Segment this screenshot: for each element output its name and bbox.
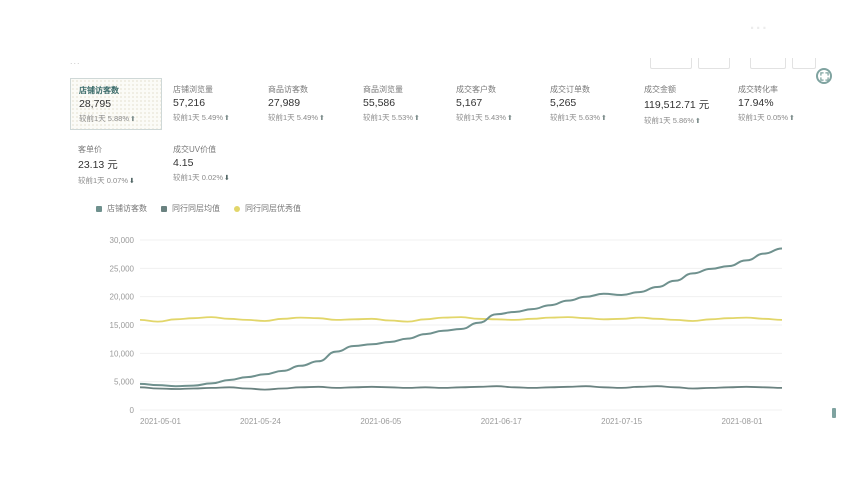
legend-swatch — [96, 205, 102, 212]
arrow-down-icon: ⬇ — [129, 178, 135, 185]
arrow-up-icon: ⬆ — [319, 115, 325, 122]
arrow-down-icon: ⬇ — [224, 175, 230, 182]
metric-label: 商品访客数 — [268, 85, 308, 94]
metric-card-avg-order-value[interactable]: 客单价 23.13 元 较前1天 0.07%⬇ — [70, 138, 162, 190]
x-tick-label: 2021-06-05 — [360, 417, 401, 426]
metric-label: 店铺访客数 — [79, 86, 119, 95]
x-tick-label: 2021-05-24 — [240, 417, 281, 426]
toolbar-button-1[interactable] — [650, 58, 692, 69]
x-tick-label: 2021-05-01 — [140, 417, 181, 426]
top-bar: ... ... — [0, 0, 852, 84]
expand-icon-glyph — [819, 71, 829, 81]
legend-item-shop-visitors[interactable]: 店铺访客数 — [96, 203, 147, 214]
metric-value: 57,216 — [173, 97, 206, 109]
metric-label: 成交客户数 — [456, 85, 496, 94]
arrow-up-icon: ⬆ — [507, 115, 513, 122]
x-tick-label: 2021-06-17 — [481, 417, 522, 426]
chart-scroll-handle[interactable] — [832, 408, 836, 418]
metric-compare: 较前1天 0.07%⬇ — [78, 176, 135, 185]
arrow-up-icon: ⬆ — [789, 115, 795, 122]
legend-item-peer-average[interactable]: 同行同层均值 — [161, 203, 220, 214]
metric-value: 119,512.71 元 — [644, 99, 710, 111]
metric-label: 成交金额 — [644, 85, 676, 94]
legend-item-peer-excellent[interactable]: 同行同层优秀值 — [234, 203, 301, 214]
metric-value: 17.94% — [738, 97, 774, 109]
metric-label: 客单价 — [78, 145, 102, 154]
y-tick-label: 15,000 — [110, 321, 135, 330]
faded-page-title: ... — [70, 56, 81, 66]
metric-card-conversion-rate[interactable]: 成交转化率 17.94% 较前1天 0.05%⬆ — [730, 78, 822, 130]
metric-value: 4.15 — [173, 157, 194, 169]
y-tick-label: 0 — [130, 406, 135, 415]
metric-card-orders[interactable]: 成交订单数 5,265 较前1天 5.63%⬆ — [542, 78, 634, 130]
metric-compare: 较前1天 5.86%⬆ — [644, 116, 701, 125]
legend-label: 同行同层均值 — [172, 204, 220, 213]
metric-label: 成交转化率 — [738, 85, 778, 94]
metric-compare: 较前1天 0.02%⬇ — [173, 173, 230, 182]
metric-compare: 较前1天 0.05%⬆ — [738, 113, 795, 122]
legend-swatch — [234, 205, 240, 212]
metric-value: 28,795 — [79, 98, 112, 110]
chart-legend: 店铺访客数 同行同层均值 同行同层优秀值 — [96, 203, 301, 214]
legend-swatch — [161, 205, 167, 212]
metric-label: 商品浏览量 — [363, 85, 403, 94]
metric-compare: 较前1天 5.63%⬆ — [550, 113, 607, 122]
metric-label: 成交订单数 — [550, 85, 590, 94]
legend-label: 店铺访客数 — [107, 204, 147, 213]
metric-compare: 较前1天 5.49%⬆ — [268, 113, 325, 122]
metric-value: 23.13 元 — [78, 159, 118, 171]
x-tick-label: 2021-08-01 — [722, 417, 763, 426]
watermark-logo: ... — [750, 16, 769, 33]
metric-card-product-pageviews[interactable]: 商品浏览量 55,586 较前1天 5.53%⬆ — [355, 78, 447, 130]
toolbar-button-2[interactable] — [698, 58, 730, 69]
toolbar-button-4[interactable] — [792, 58, 816, 69]
y-tick-label: 20,000 — [110, 293, 135, 302]
expand-icon[interactable] — [816, 68, 832, 84]
metric-compare: 较前1天 5.53%⬆ — [363, 113, 420, 122]
metric-card-gmv[interactable]: 成交金额 119,512.71 元 较前1天 5.86%⬆ — [636, 78, 728, 130]
arrow-up-icon: ⬆ — [224, 115, 230, 122]
series-line-peer-excellent — [139, 316, 783, 323]
metric-compare: 较前1天 5.88%⬆ — [79, 114, 136, 123]
metric-card-shop-pageviews[interactable]: 店铺浏览量 57,216 较前1天 5.49%⬆ — [165, 78, 257, 130]
metric-card-paying-customers[interactable]: 成交客户数 5,167 较前1天 5.43%⬆ — [448, 78, 540, 130]
y-tick-label: 5,000 — [114, 378, 135, 387]
series-line-shop-visitors — [139, 247, 783, 388]
metric-compare: 较前1天 5.43%⬆ — [456, 113, 513, 122]
metric-value: 27,989 — [268, 97, 301, 109]
metric-value: 5,167 — [456, 97, 483, 109]
metric-compare: 较前1天 5.49%⬆ — [173, 113, 230, 122]
metric-card-shop-visitors[interactable]: 店铺访客数 28,795 较前1天 5.88%⬆ — [70, 78, 162, 130]
metric-value: 55,586 — [363, 97, 396, 109]
arrow-up-icon: ⬆ — [601, 115, 607, 122]
metric-value: 5,265 — [550, 97, 577, 109]
metric-card-product-visitors[interactable]: 商品访客数 27,989 较前1天 5.49%⬆ — [260, 78, 352, 130]
arrow-up-icon: ⬆ — [695, 118, 701, 125]
x-tick-label: 2021-07-15 — [601, 417, 642, 426]
metric-card-uv-value[interactable]: 成交UV价值 4.15 较前1天 0.02%⬇ — [165, 138, 257, 190]
arrow-up-icon: ⬆ — [414, 115, 420, 122]
y-tick-label: 10,000 — [110, 349, 135, 358]
toolbar-button-3[interactable] — [750, 58, 786, 69]
legend-label: 同行同层优秀值 — [245, 204, 301, 213]
y-tick-label: 25,000 — [110, 264, 135, 273]
metric-label: 店铺浏览量 — [173, 85, 213, 94]
series-line-peer-average — [139, 385, 783, 391]
metric-label: 成交UV价值 — [173, 145, 217, 154]
arrow-up-icon: ⬆ — [130, 116, 136, 123]
y-tick-label: 30,000 — [110, 236, 135, 245]
